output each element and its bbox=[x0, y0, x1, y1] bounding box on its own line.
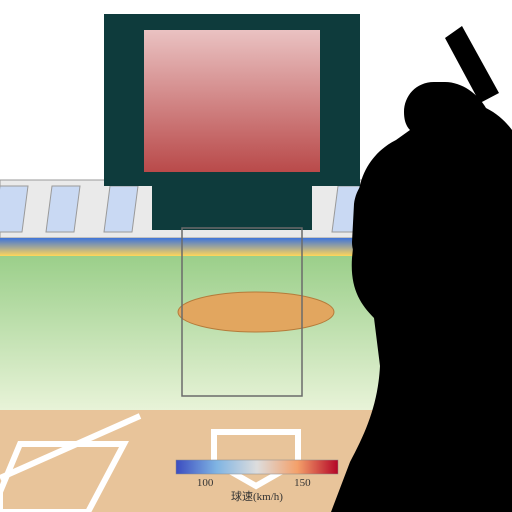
pitch-location-diagram: 100 150 球速(km/h) bbox=[0, 0, 512, 512]
legend-label: 球速(km/h) bbox=[231, 489, 283, 503]
legend-tick: 150 bbox=[294, 477, 311, 489]
legend-tick: 100 bbox=[197, 477, 214, 489]
pitchers-mound bbox=[178, 292, 334, 332]
